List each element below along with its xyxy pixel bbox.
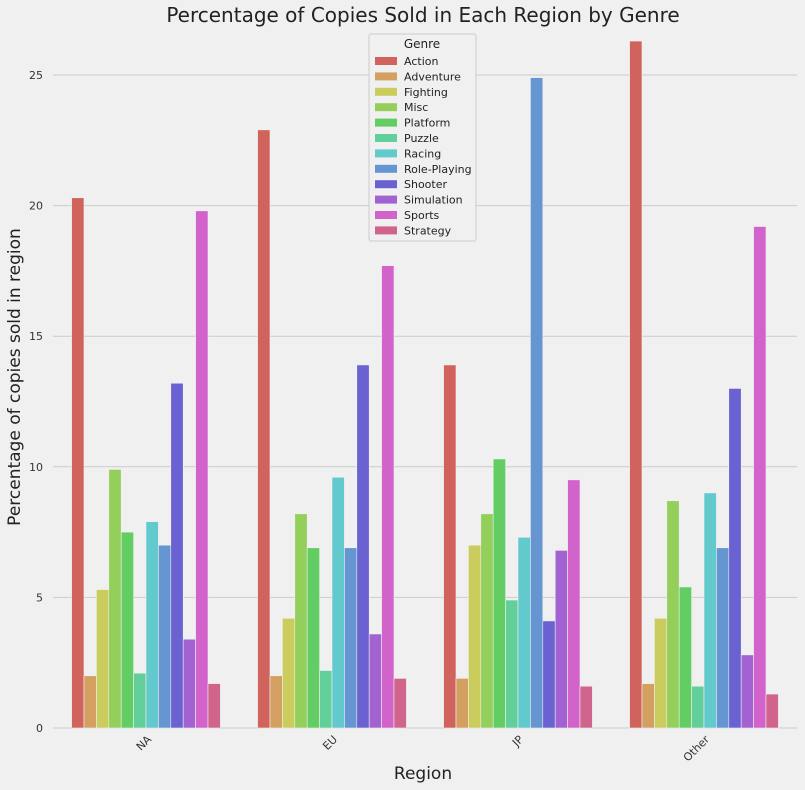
y-tick-label: 15 (29, 330, 43, 343)
legend-swatch (375, 118, 397, 127)
bar-shooter-eu (356, 364, 370, 729)
bar-sports-other (753, 226, 767, 729)
bar-action-eu (257, 129, 271, 729)
bar-puzzle-eu (319, 670, 333, 729)
legend-label: Role-Playing (404, 163, 472, 176)
x-tick-label: JP (509, 733, 526, 750)
bar-simulation-eu (368, 633, 382, 729)
legend-label: Simulation (404, 194, 463, 207)
legend-swatch (375, 180, 397, 189)
legend-title: Genre (404, 37, 440, 51)
bar-puzzle-na (133, 672, 147, 729)
bar-simulation-other (740, 654, 754, 729)
x-tick-label: EU (320, 733, 340, 753)
bar-racing-na (145, 521, 159, 729)
legend-label: Puzzle (404, 132, 439, 145)
x-axis-label: Region (394, 764, 452, 784)
bar-shooter-jp (542, 620, 556, 729)
bar-puzzle-jp (505, 599, 519, 729)
legend-label: Action (404, 55, 438, 68)
bar-misc-na (108, 469, 122, 729)
x-tick-label: Other (681, 733, 713, 765)
bar-platform-eu (306, 547, 320, 729)
x-tick-labels: NA EU JP Other (134, 733, 713, 765)
bar-action-jp (443, 364, 457, 729)
bar-shooter-other (728, 388, 742, 729)
bar-puzzle-other (691, 685, 705, 729)
legend-swatch (375, 72, 397, 81)
bar-strategy-na (207, 683, 221, 729)
legend-label: Misc (404, 101, 428, 114)
legend-swatch (375, 226, 397, 235)
chart-title: Percentage of Copies Sold in Each Region… (166, 3, 679, 27)
x-tick-label: NA (134, 733, 155, 754)
legend-label: Sports (404, 209, 440, 222)
legend-swatch (375, 211, 397, 219)
legend-swatch (375, 134, 397, 142)
legend-label: Strategy (404, 224, 452, 237)
bar-misc-jp (480, 513, 494, 729)
y-tick-label: 5 (36, 591, 43, 604)
bar-racing-jp (517, 537, 531, 729)
bar-strategy-other (765, 693, 779, 729)
bar-fighting-na (96, 589, 110, 729)
bar-shooter-na (170, 382, 184, 729)
bar-adventure-other (641, 683, 655, 729)
bars (71, 40, 779, 729)
y-tick-labels: 0 5 10 15 20 25 (29, 69, 43, 735)
legend-label: Fighting (404, 86, 448, 99)
bar-platform-other (678, 586, 692, 729)
bar-action-na (71, 197, 85, 729)
legend-label: Platform (404, 117, 450, 130)
bar-fighting-other (654, 617, 668, 729)
bar-strategy-jp (579, 685, 593, 729)
bar-role-playing-other (716, 547, 730, 729)
legend-swatch (375, 195, 397, 204)
legend-label: Shooter (404, 178, 447, 191)
legend-swatch (375, 87, 397, 96)
bar-platform-na (120, 531, 134, 729)
y-axis-label: Percentage of copies sold in region (5, 228, 25, 526)
y-tick-label: 20 (29, 200, 43, 213)
bar-adventure-na (83, 675, 97, 729)
bar-sports-eu (381, 265, 395, 729)
bar-strategy-eu (393, 678, 407, 729)
legend-swatch (375, 103, 397, 112)
bar-sports-na (195, 210, 209, 729)
legend-swatch (375, 149, 397, 158)
bar-action-other (629, 40, 643, 729)
bar-platform-jp (492, 458, 506, 729)
bar-racing-eu (331, 476, 345, 729)
bar-racing-other (703, 492, 717, 729)
legend: Genre Action Adventure Fighting Misc Platfor… (368, 33, 477, 242)
bar-role-playing-na (158, 544, 172, 729)
legend-box (368, 33, 477, 242)
legend-swatch (375, 164, 397, 173)
y-tick-label: 10 (29, 461, 43, 474)
bar-role-playing-jp (530, 77, 544, 729)
bar-fighting-jp (468, 544, 482, 729)
legend-label: Racing (404, 147, 441, 160)
bar-fighting-eu (282, 617, 296, 729)
bar-simulation-na (182, 638, 196, 729)
bar-adventure-jp (455, 678, 469, 729)
bar-misc-eu (294, 513, 308, 729)
bar-adventure-eu (269, 675, 283, 729)
legend-items: Action Adventure Fighting Misc Platform Puzzl… (375, 55, 472, 237)
bar-simulation-jp (554, 550, 568, 729)
bar-misc-other (666, 500, 680, 729)
bar-role-playing-eu (344, 547, 358, 729)
legend-label: Adventure (404, 70, 461, 83)
y-tick-label: 25 (29, 69, 43, 82)
legend-swatch (375, 57, 397, 65)
bar-sports-jp (567, 479, 581, 729)
y-tick-label: 0 (36, 722, 43, 735)
